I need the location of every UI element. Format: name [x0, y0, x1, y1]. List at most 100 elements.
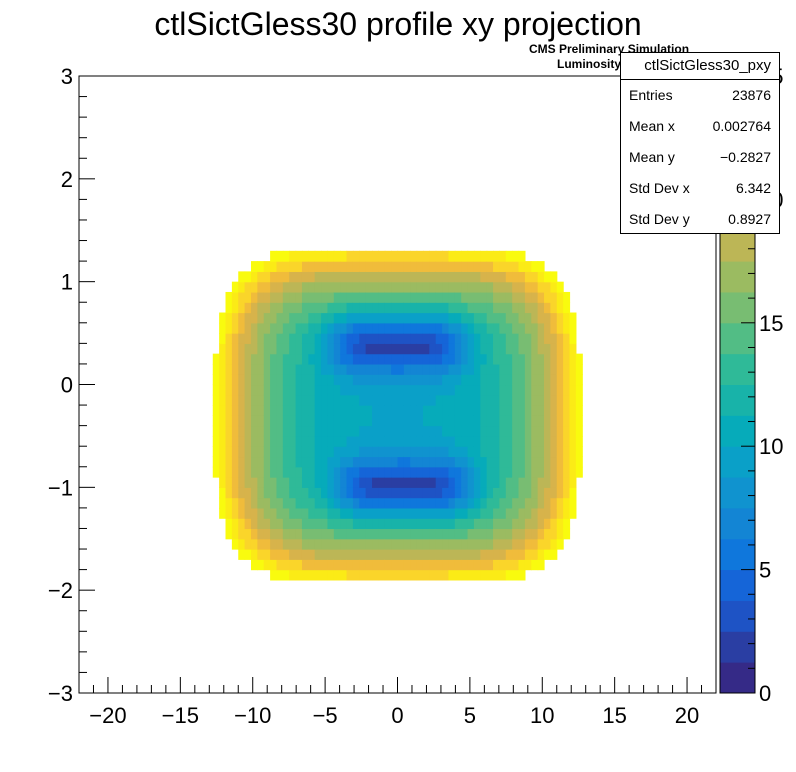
heatmap-cell [308, 312, 316, 324]
heatmap-cell [422, 569, 430, 581]
palette-tick-label: 10 [759, 434, 783, 459]
heatmap-cell [435, 394, 443, 406]
heatmap-cell [321, 394, 329, 406]
heatmap-cell [486, 281, 494, 293]
heatmap-cell [531, 363, 539, 375]
heatmap-cell [435, 261, 443, 272]
heatmap-cell [410, 343, 418, 355]
heatmap-cell [301, 322, 309, 334]
heatmap-cell [333, 518, 341, 530]
x-tick-label: −20 [89, 703, 126, 728]
heatmap-cell [473, 569, 481, 581]
heatmap-cell [493, 363, 501, 375]
heatmap-cell [454, 446, 462, 458]
heatmap-cell [537, 559, 545, 571]
stats-row-stddev-y: Std Dev y 0.8927 [621, 204, 779, 235]
heatmap-cell [448, 261, 456, 272]
heatmap-cell [422, 466, 430, 478]
heatmap-cell [454, 497, 462, 509]
heatmap-cell [270, 415, 278, 427]
heatmap-cell [505, 487, 513, 499]
heatmap-cell [422, 261, 430, 272]
heatmap-cell [391, 261, 399, 272]
heatmap-cell [225, 384, 233, 396]
heatmap-cell [321, 281, 329, 293]
heatmap-cell [461, 415, 469, 427]
heatmap-cell [295, 250, 303, 262]
heatmap-cell [295, 559, 303, 571]
heatmap-cell [467, 271, 475, 283]
heatmap-cell [397, 343, 405, 355]
heatmap-cell [391, 538, 399, 550]
heatmap-cell [550, 446, 558, 458]
heatmap-cell [403, 477, 411, 488]
heatmap-cell [282, 528, 290, 540]
heatmap-cell [212, 446, 220, 458]
heatmap-cell [403, 569, 411, 581]
heatmap-cell [270, 281, 278, 293]
heatmap-cell [225, 302, 233, 314]
heatmap-cell [505, 559, 513, 571]
heatmap-cell [435, 333, 443, 344]
heatmap-cell [378, 333, 386, 344]
heatmap-cell [480, 384, 488, 396]
heatmap-cell [556, 528, 564, 540]
heatmap-cell [467, 559, 475, 571]
heatmap-cell [505, 538, 513, 550]
heatmap-cell [531, 394, 539, 406]
heatmap-cell [340, 477, 348, 488]
heatmap-cell [244, 507, 252, 519]
heatmap-cell [550, 343, 558, 355]
heatmap-cell [410, 281, 418, 293]
heatmap-cell [295, 497, 303, 509]
palette-swatch [720, 446, 755, 478]
heatmap-cell [550, 333, 558, 344]
heatmap-cell [556, 518, 564, 530]
heatmap-cell [314, 425, 322, 437]
heatmap-cell [512, 405, 520, 416]
heatmap-cell [384, 281, 392, 293]
heatmap-cell [378, 497, 386, 509]
heatmap-cell [480, 291, 488, 303]
heatmap-cell [435, 343, 443, 355]
heatmap-cell [257, 549, 265, 560]
heatmap-cell [531, 343, 539, 355]
heatmap-cell [295, 281, 303, 293]
heatmap-cell [282, 497, 290, 509]
heatmap-cell [270, 343, 278, 355]
heatmap-cell [372, 435, 379, 447]
heatmap-cell [429, 405, 437, 416]
heatmap-cell [486, 538, 494, 550]
heatmap-cell [442, 466, 450, 478]
heatmap-cell [359, 538, 367, 550]
heatmap-cell [289, 374, 297, 386]
heatmap-cell [422, 549, 430, 560]
heatmap-cell [505, 281, 513, 293]
heatmap-cell [308, 446, 316, 458]
heatmap-cell [391, 435, 399, 447]
heatmap-cell [327, 250, 335, 262]
heatmap-cell [276, 497, 284, 509]
heatmap-cell [391, 487, 399, 499]
stats-name: ctlSictGless30_pxy [621, 53, 779, 80]
heatmap-cell [346, 497, 354, 509]
heatmap-cell [327, 518, 335, 530]
heatmap-cell [403, 261, 411, 272]
heatmap-cell [473, 425, 481, 437]
heatmap-cell [435, 446, 443, 458]
heatmap-cell [524, 322, 532, 334]
heatmap-cell [372, 425, 379, 437]
heatmap-cell [531, 487, 539, 499]
heatmap-cell [422, 518, 430, 530]
heatmap-cell [518, 435, 526, 447]
heatmap-cell [301, 569, 309, 581]
heatmap-cell [378, 528, 386, 540]
heatmap-cell [257, 487, 265, 499]
heatmap-cell [282, 446, 290, 458]
heatmap-cell [250, 343, 258, 355]
heatmap-cell [333, 497, 341, 509]
heatmap-cell [352, 250, 360, 262]
heatmap-cell [461, 435, 469, 447]
heatmap-cell [238, 487, 246, 499]
heatmap-cell [448, 497, 456, 509]
